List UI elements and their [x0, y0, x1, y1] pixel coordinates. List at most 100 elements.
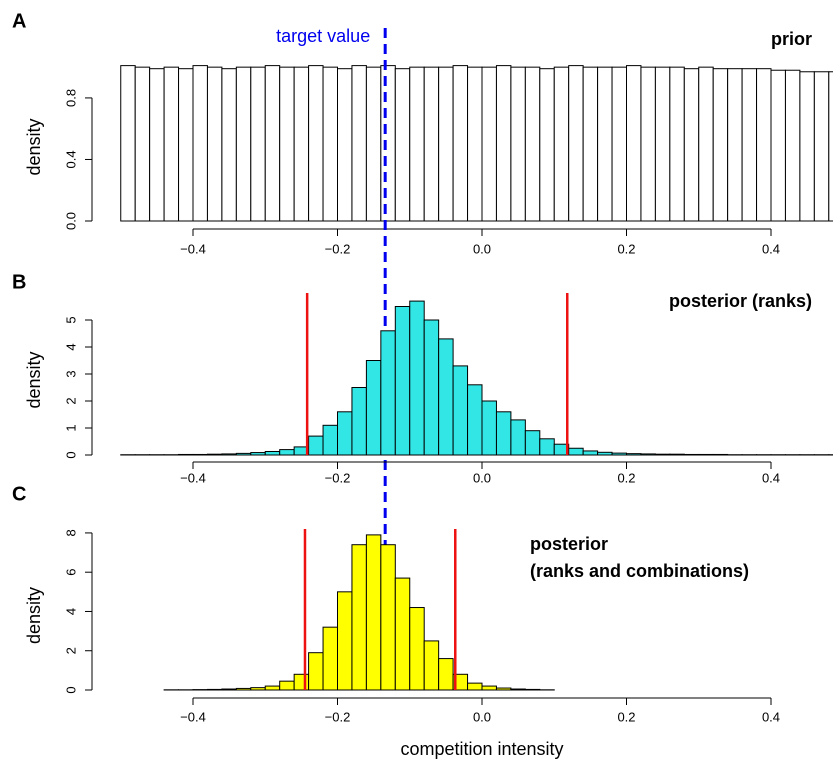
bar [351, 544, 367, 691]
bar [539, 68, 555, 222]
bar [206, 453, 223, 456]
bar [611, 452, 627, 456]
bar [351, 387, 367, 456]
bar [221, 688, 237, 691]
bar [221, 453, 237, 456]
bar [308, 652, 324, 691]
bar [626, 65, 642, 222]
bar [495, 411, 512, 456]
bar [235, 66, 252, 222]
bar [452, 365, 469, 456]
bar [683, 68, 700, 222]
bar [221, 68, 237, 222]
bar [640, 66, 656, 222]
bar [799, 71, 815, 222]
bar [279, 449, 295, 456]
bar [264, 685, 281, 691]
bar [192, 65, 208, 222]
bar [640, 453, 656, 456]
bar [597, 451, 613, 456]
y-tick-label: 2 [63, 647, 78, 654]
bar [481, 685, 497, 691]
panel-title: prior [771, 29, 812, 49]
bar [250, 66, 266, 222]
bar [192, 453, 208, 456]
panel-title: posterior (ranks) [669, 291, 812, 311]
bar [308, 435, 324, 456]
bar [770, 69, 786, 222]
bar [134, 66, 151, 222]
bar [626, 453, 642, 456]
bar [467, 66, 483, 222]
y-tick-label: 2 [63, 397, 78, 404]
bar [524, 688, 541, 691]
bar [495, 65, 512, 222]
bar [452, 65, 469, 222]
bar [510, 66, 526, 222]
x-tick-label: 0.4 [762, 241, 780, 256]
x-axis-label: competition intensity [400, 739, 563, 759]
bar [250, 452, 266, 456]
bar [495, 687, 512, 691]
bar [279, 680, 295, 691]
y-tick-label: 5 [63, 316, 78, 323]
bar [423, 66, 440, 222]
y-tick-label: 3 [63, 370, 78, 377]
bar [784, 69, 801, 222]
bar [741, 68, 758, 222]
bar [654, 453, 671, 456]
bar [510, 688, 526, 691]
bar [293, 673, 310, 691]
x-tick-label: −0.4 [180, 709, 206, 724]
bar [322, 626, 338, 691]
x-tick-label: 0.4 [762, 709, 780, 724]
y-tick-label: 0 [63, 686, 78, 693]
y-axis-label: density [24, 351, 44, 408]
bar [510, 419, 526, 456]
panel-title: posterior [530, 534, 608, 554]
bar [322, 66, 338, 222]
bar [539, 438, 555, 456]
bar [467, 384, 483, 456]
bar [235, 452, 252, 456]
bar [553, 66, 570, 222]
bar [308, 65, 324, 222]
bar [293, 66, 310, 222]
bar [712, 68, 729, 222]
bar [568, 65, 584, 222]
bar [452, 673, 469, 691]
bar [264, 450, 281, 456]
bar [409, 300, 425, 456]
bar [597, 66, 613, 222]
bar [206, 66, 223, 222]
bar [163, 66, 180, 222]
bar [669, 453, 685, 456]
bar [683, 453, 700, 456]
bar [337, 411, 353, 456]
y-tick-label: 4 [63, 608, 78, 615]
x-tick-label: −0.2 [325, 470, 351, 485]
bar [727, 68, 743, 222]
bar [423, 319, 440, 456]
y-tick-label: 0.4 [63, 150, 78, 168]
bar [337, 68, 353, 222]
bar [568, 447, 584, 456]
bar [120, 65, 136, 222]
y-axis-label: density [24, 587, 44, 644]
x-tick-label: −0.2 [325, 241, 351, 256]
bar [712, 453, 729, 456]
bar [337, 591, 353, 691]
x-tick-label: 0.4 [762, 470, 780, 485]
bar [394, 68, 411, 222]
y-tick-label: 0 [63, 451, 78, 458]
x-tick-label: 0.0 [473, 709, 491, 724]
bar [380, 544, 396, 691]
bar [654, 66, 671, 222]
panel-title: (ranks and combinations) [530, 561, 749, 581]
bar [524, 430, 541, 456]
x-tick-label: −0.4 [180, 470, 206, 485]
bar [264, 65, 281, 222]
panel-label: B [12, 271, 26, 293]
bar [481, 66, 497, 222]
x-tick-label: −0.4 [180, 241, 206, 256]
